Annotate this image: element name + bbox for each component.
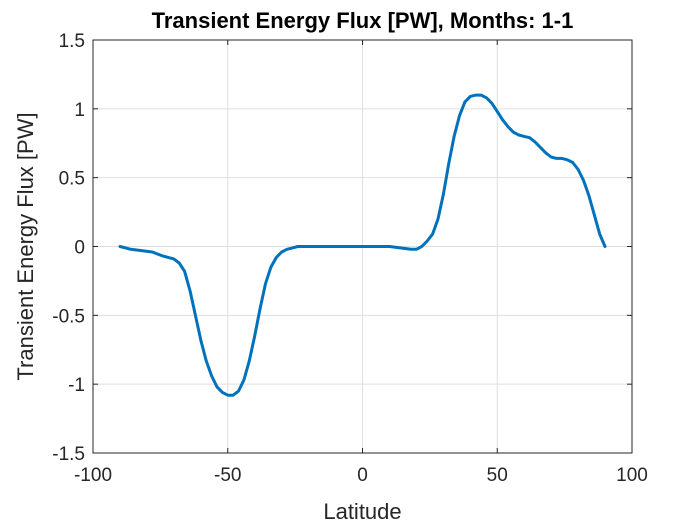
chart-title: Transient Energy Flux [PW], Months: 1-1 — [152, 8, 574, 33]
y-tick-label: -0.5 — [52, 306, 85, 327]
x-tick-label: 100 — [616, 465, 648, 486]
x-tick-label: -50 — [214, 465, 241, 486]
y-tick-label: -1 — [68, 375, 85, 396]
y-tick-label: 0 — [74, 238, 85, 259]
series-layer — [118, 93, 607, 397]
y-tick-label: 1 — [74, 100, 85, 121]
y-tick-label: 1.5 — [59, 31, 85, 52]
y-axis-label: Transient Energy Flux [PW] — [13, 112, 38, 380]
y-tick-label: 0.5 — [59, 169, 85, 190]
x-tick-label: 50 — [487, 465, 508, 486]
x-tick-label: -100 — [74, 465, 112, 486]
tick-labels: -100 -50 0 50 100 -1.5 -1 -0.5 0 0.5 1 1.5 — [52, 31, 648, 486]
x-tick-label: 0 — [357, 465, 368, 486]
plot-border — [92, 39, 633, 454]
series-line — [118, 93, 607, 397]
y-tick-label: -1.5 — [52, 444, 85, 465]
x-axis-label: Latitude — [323, 499, 401, 524]
